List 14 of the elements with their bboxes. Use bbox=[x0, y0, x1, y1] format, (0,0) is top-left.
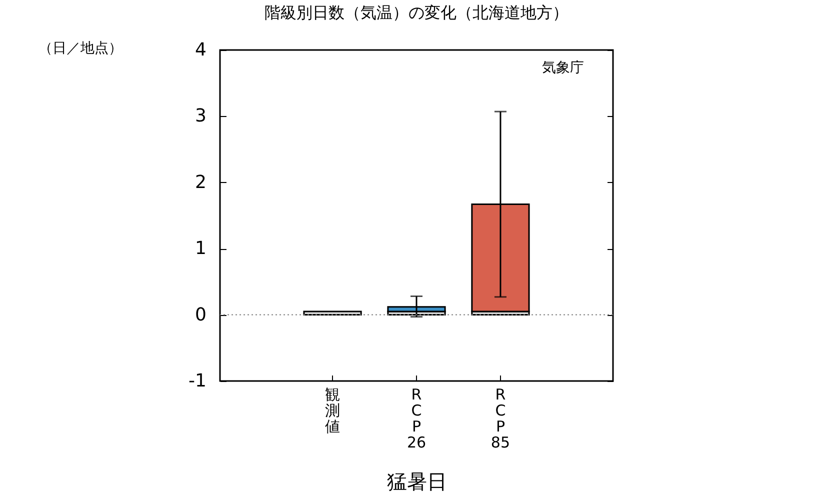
x-tick-label: RCP26 bbox=[406, 386, 426, 452]
annotation: 気象庁 bbox=[542, 60, 584, 76]
chart-title: 階級別日数（気温）の変化（北海道地方） bbox=[264, 3, 568, 22]
y-axis-title: （日／地点） bbox=[38, 40, 122, 56]
x-tick-label: RCP85 bbox=[490, 386, 510, 452]
y-tick-label: 2 bbox=[195, 172, 206, 193]
y-tick-label: 3 bbox=[195, 106, 206, 127]
y-tick-label: 4 bbox=[195, 40, 206, 60]
x-axis-title: 猛暑日 bbox=[387, 470, 447, 494]
bar bbox=[303, 310, 362, 316]
y-tick-label: 1 bbox=[195, 238, 206, 260]
y-tick-label: 0 bbox=[195, 304, 206, 326]
y-tick-label: -1 bbox=[188, 370, 206, 392]
x-tick-label: 観測値 bbox=[325, 386, 340, 436]
